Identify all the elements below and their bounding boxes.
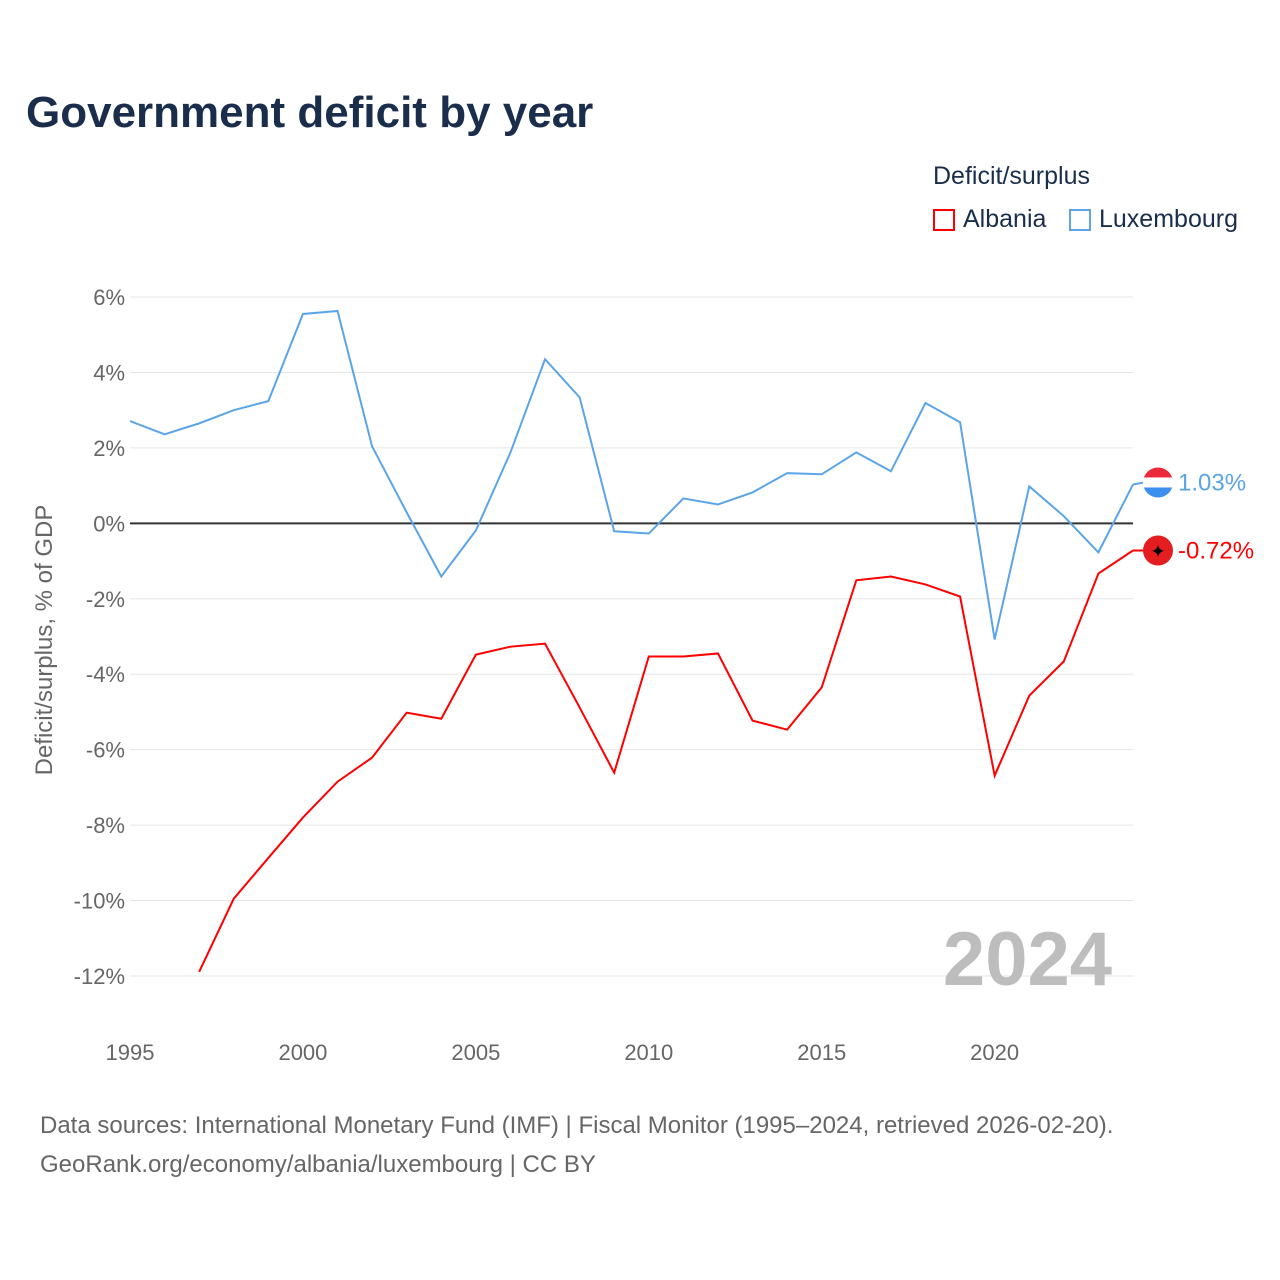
- legend-label-albania: Albania: [963, 205, 1047, 233]
- data-point-luxembourg[interactable]: [715, 501, 721, 507]
- data-point-luxembourg[interactable]: [1026, 483, 1032, 489]
- data-point-luxembourg[interactable]: [507, 449, 513, 455]
- data-point-luxembourg[interactable]: [542, 356, 548, 362]
- data-point-luxembourg[interactable]: [819, 471, 825, 477]
- data-point-albania[interactable]: [542, 641, 548, 647]
- data-point-albania[interactable]: [992, 773, 998, 779]
- data-point-luxembourg[interactable]: [127, 418, 133, 424]
- x-tick-label: 1995: [106, 1040, 155, 1065]
- data-point-albania[interactable]: [957, 594, 963, 600]
- data-point-luxembourg[interactable]: [196, 420, 202, 426]
- data-point-albania[interactable]: [196, 969, 202, 975]
- x-tick-label: 2020: [970, 1040, 1019, 1065]
- data-point-albania[interactable]: [611, 770, 617, 776]
- data-point-luxembourg[interactable]: [473, 528, 479, 534]
- data-point-albania[interactable]: [888, 574, 894, 580]
- data-point-luxembourg[interactable]: [300, 311, 306, 317]
- legend-swatch-luxembourg: [1069, 208, 1091, 231]
- y-tick-label: -6%: [86, 738, 125, 763]
- data-point-luxembourg[interactable]: [231, 407, 237, 413]
- data-point-luxembourg[interactable]: [369, 443, 375, 449]
- legend-label-luxembourg: Luxembourg: [1099, 205, 1238, 233]
- series-line-luxembourg: [129, 309, 1134, 640]
- end-connector: [1132, 481, 1145, 486]
- data-point-albania[interactable]: [231, 896, 237, 902]
- data-point-albania[interactable]: [300, 815, 306, 821]
- data-point-albania[interactable]: [577, 704, 583, 710]
- data-point-luxembourg[interactable]: [611, 528, 617, 534]
- y-tick-label: -4%: [86, 662, 125, 687]
- flag-icon-luxembourg: [1143, 467, 1173, 498]
- x-tick-label: 2005: [451, 1040, 500, 1065]
- data-point-luxembourg[interactable]: [265, 398, 271, 404]
- data-point-albania[interactable]: [922, 581, 928, 587]
- data-point-luxembourg[interactable]: [784, 470, 790, 476]
- y-tick-label: -2%: [86, 587, 125, 612]
- data-point-luxembourg[interactable]: [404, 509, 410, 515]
- data-point-luxembourg[interactable]: [888, 468, 894, 474]
- data-point-luxembourg[interactable]: [680, 495, 686, 501]
- series-line-albania: [198, 549, 1134, 973]
- footer: Data sources: International Monetary Fun…: [40, 1106, 1113, 1184]
- data-point-albania[interactable]: [646, 653, 652, 659]
- y-tick-label: -12%: [74, 964, 125, 989]
- data-point-albania[interactable]: [1026, 693, 1032, 699]
- data-point-albania[interactable]: [1095, 571, 1101, 577]
- data-point-luxembourg[interactable]: [957, 419, 963, 425]
- data-point-albania[interactable]: [369, 755, 375, 761]
- x-tick-label: 2010: [624, 1040, 673, 1065]
- data-source-text: Data sources: International Monetary Fun…: [40, 1112, 1114, 1139]
- chart-title: Government deficit by year: [26, 88, 594, 137]
- data-point-luxembourg[interactable]: [335, 308, 341, 314]
- data-point-albania[interactable]: [715, 650, 721, 656]
- y-axis-label: Deficit/surplus, % of GDP: [31, 505, 58, 776]
- data-point-luxembourg[interactable]: [577, 394, 583, 400]
- x-tick-label: 2015: [797, 1040, 846, 1065]
- data-point-albania[interactable]: [335, 779, 341, 785]
- data-point-luxembourg[interactable]: [922, 400, 928, 406]
- data-point-albania[interactable]: [819, 684, 825, 690]
- legend-title: Deficit/surplus: [933, 162, 1090, 190]
- data-point-luxembourg[interactable]: [162, 431, 168, 437]
- x-tick-label: 2000: [278, 1040, 327, 1065]
- data-point-luxembourg[interactable]: [1061, 513, 1067, 519]
- svg-text:✦: ✦: [1150, 541, 1165, 561]
- data-point-luxembourg[interactable]: [1095, 549, 1101, 555]
- y-tick-label: 6%: [93, 285, 125, 310]
- data-point-albania[interactable]: [750, 718, 756, 724]
- data-point-albania[interactable]: [265, 855, 271, 861]
- data-point-albania[interactable]: [680, 653, 686, 659]
- data-point-albania[interactable]: [473, 652, 479, 658]
- data-point-luxembourg[interactable]: [646, 531, 652, 537]
- data-point-luxembourg[interactable]: [438, 574, 444, 580]
- data-point-albania[interactable]: [853, 577, 859, 583]
- legend-swatch-albania: [933, 208, 955, 231]
- y-tick-label: -10%: [74, 889, 125, 914]
- data-point-luxembourg[interactable]: [992, 637, 998, 643]
- y-tick-label: 0%: [93, 511, 125, 536]
- legend-item-luxembourg[interactable]: Luxembourg: [1069, 205, 1238, 234]
- attribution-link[interactable]: GeoRank.org/economy/albania/luxembourg |…: [40, 1151, 596, 1178]
- legend-item-albania[interactable]: Albania: [933, 205, 1046, 234]
- y-tick-label: 2%: [93, 436, 125, 461]
- flag-icon-albania: ✦: [1143, 535, 1173, 566]
- data-point-albania[interactable]: [507, 644, 513, 650]
- end-value-label-luxembourg: 1.03%: [1178, 469, 1246, 496]
- data-point-albania[interactable]: [438, 716, 444, 722]
- data-point-luxembourg[interactable]: [853, 449, 859, 455]
- end-value-label-albania: -0.72%: [1178, 537, 1254, 564]
- y-tick-label: 4%: [93, 360, 125, 385]
- data-point-albania[interactable]: [404, 710, 410, 716]
- line-chart: 6% 4% 2% 0% -2% -4% -6% -8% -10% -12% 1995 2000 2005…: [31, 285, 1254, 1065]
- y-tick-label: -8%: [86, 813, 125, 838]
- data-point-luxembourg[interactable]: [750, 489, 756, 495]
- data-point-albania[interactable]: [784, 727, 790, 733]
- year-watermark: 2024: [943, 917, 1112, 1002]
- data-point-albania[interactable]: [1061, 658, 1067, 664]
